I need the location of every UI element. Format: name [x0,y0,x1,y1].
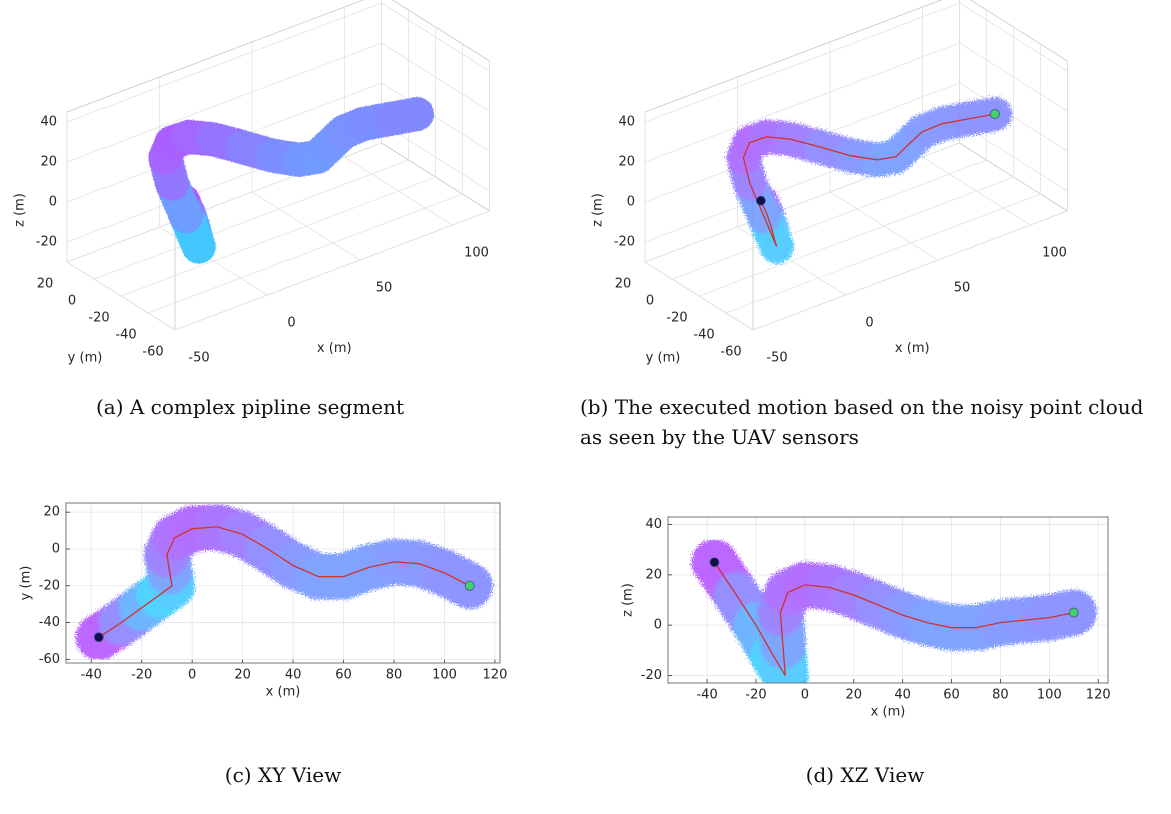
axes-frame [667,516,1109,684]
y-axis-label: y (m) [646,351,681,366]
z-tick-label: 40 [618,115,635,130]
caption: (c) XY View [224,763,342,787]
x-tick-label: 50 [376,281,393,296]
plot-clip [691,539,1097,683]
x-tick-label: 0 [801,688,809,703]
grid-line [66,42,490,163]
caption: (a) A complex pipline segment [95,395,405,419]
x-tick-label: 40 [285,668,302,683]
caption: (d) XZ View [805,763,925,787]
y-tick-label: -40 [115,328,136,343]
z-axis-label: z (m) [591,193,606,227]
axis-box-edge [66,0,365,113]
x-tick-label: 100 [1037,688,1062,703]
z-axis-label: z (m) [13,193,28,227]
x-axis-label: x (m) [871,705,906,720]
y-tick-label: -40 [39,615,60,630]
x-tick-label: -20 [745,688,766,703]
y-tick-label: -20 [666,311,687,326]
x-tick-label: -50 [188,351,209,366]
x-axis-label: x (m) [266,685,301,700]
point-cloud [148,97,434,264]
trajectory [98,526,470,638]
x-tick-label: 20 [234,668,251,683]
point-cloud [726,97,1012,264]
end-marker [1068,607,1079,618]
x-tick-label: 100 [464,246,489,261]
z-tick-label: 0 [627,195,635,210]
y-tick-label: 0 [52,541,60,556]
grid-line [725,44,1041,314]
y-axis-label: y (m) [68,351,103,366]
y-tick-label: -60 [39,652,60,667]
y-axis-label: z (m) [621,583,636,617]
x-tick-label: -40 [81,668,102,683]
cloud-segment [372,97,434,137]
y-tick-label: 20 [43,505,60,520]
y-tick-label: 20 [37,277,54,292]
x-tick-label: 0 [188,668,196,683]
grid-line [644,2,1068,123]
start-marker [709,557,720,568]
trajectory [742,113,996,247]
z-tick-label: 0 [49,195,57,210]
x-tick-label: 0 [865,316,873,331]
y-tick-label: 0 [654,618,662,633]
z-tick-label: 40 [40,115,57,130]
start-marker [93,632,104,643]
grid-line [644,42,1068,163]
x-tick-label: 120 [1086,688,1111,703]
x-tick-label: 40 [894,688,911,703]
y-tick-label: -60 [720,345,741,360]
start-marker [755,195,766,206]
z-tick-label: 20 [40,155,57,170]
x-tick-label: 0 [287,316,295,331]
x-tick-label: 60 [335,668,352,683]
y-tick-label: -20 [88,311,109,326]
y-tick-label: -40 [693,328,714,343]
x-tick-label: 60 [943,688,960,703]
axes-frame [65,502,501,664]
x-tick-label: 80 [992,688,1009,703]
x-tick-label: -40 [696,688,717,703]
z-tick-label: 20 [618,155,635,170]
z-tick-label: -20 [614,235,635,250]
caption: (b) The executed motion based on the noi… [580,395,1144,449]
x-axis-label: x (m) [895,341,930,356]
y-tick-label: 40 [645,517,662,532]
y-tick-label: -20 [641,668,662,683]
y-tick-label: 0 [646,294,654,309]
y-tick-label: -20 [39,578,60,593]
trajectory [713,561,1074,676]
axis-box-edge [644,0,943,113]
x-tick-label: -20 [131,668,152,683]
y-tick-label: 20 [645,567,662,582]
y-axis-label: y (m) [19,566,34,601]
x-tick-label: 100 [432,668,457,683]
end-marker [464,580,475,591]
grid-line [147,44,463,314]
plot-clip [75,503,493,661]
x-tick-label: -50 [766,351,787,366]
z-tick-label: -20 [36,235,57,250]
grid-line [66,2,490,123]
x-tick-label: 50 [954,281,971,296]
end-marker [990,109,1000,119]
y-tick-label: -60 [142,345,163,360]
y-tick-label: 20 [615,277,632,292]
x-axis-label: x (m) [317,341,352,356]
x-tick-label: 80 [386,668,403,683]
y-tick-label: 0 [68,294,76,309]
x-tick-label: 20 [846,688,863,703]
x-tick-label: 100 [1042,246,1067,261]
x-tick-label: 120 [483,668,508,683]
